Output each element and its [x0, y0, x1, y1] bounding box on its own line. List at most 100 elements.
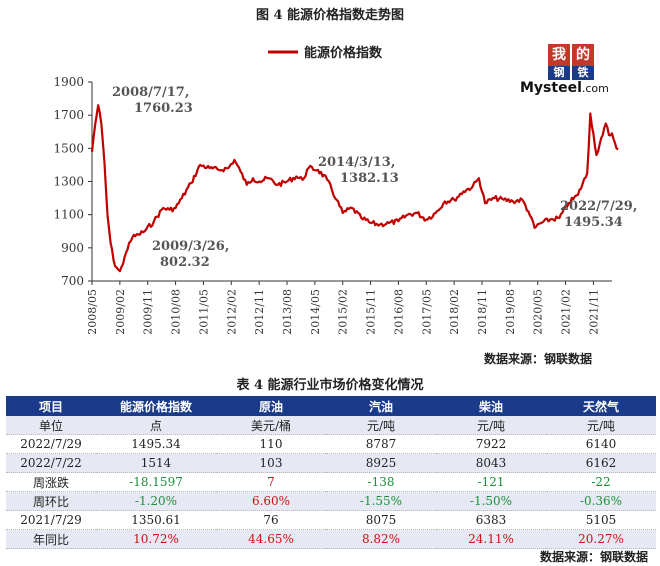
table-row: 年同比 10.72% 44.65% 8.82% 24.11% 20.27%: [6, 529, 656, 549]
table-cell: -18.1597: [96, 472, 216, 492]
table-header-cell: 汽油: [368, 399, 393, 414]
table-cell: 6383: [436, 510, 546, 530]
table-cell: -0.36%: [546, 491, 656, 511]
table-header-cell: 能源价格指数: [119, 399, 192, 414]
table-cell: 8925: [326, 453, 436, 473]
table-cell: 周环比: [6, 491, 96, 511]
x-tick-label: 2011/05: [197, 289, 210, 335]
legend-label: 能源价格指数: [304, 45, 383, 61]
table-cell: 1514: [96, 453, 216, 473]
table-cell: 7: [216, 472, 326, 492]
x-tick-label: 2012/11: [253, 289, 266, 335]
x-tick-label: 2021/11: [587, 289, 600, 335]
line-chart: 700 900 1100 1300 1500 1700 1900 2008/05 2009/02…: [53, 45, 637, 335]
table-title: 表 4 能源行业市场价格变化情况: [236, 378, 424, 393]
table-cell: 8.82%: [326, 529, 436, 549]
table-source: 数据来源：钢联数据: [540, 550, 649, 564]
x-tick-label: 2015/11: [365, 289, 378, 335]
x-tick-label: 2013/08: [281, 289, 294, 335]
y-tick-label: 1500: [53, 141, 84, 155]
mysteel-logo: 我 的 钢 铁 Mysteel.com: [520, 44, 610, 96]
x-tick-label: 2018/11: [476, 289, 489, 335]
table-cell: -121: [436, 472, 546, 492]
annotation-value: 1760.23: [134, 101, 193, 116]
table-cell: 元/吨: [436, 416, 546, 435]
x-tick-label: 2020/05: [532, 289, 545, 335]
y-tick-label: 1900: [53, 75, 84, 89]
table-cell: 8075: [326, 510, 436, 530]
logo-box-1: 我: [548, 44, 570, 66]
table-cell: 24.11%: [436, 529, 546, 549]
x-tick-label: 2017/05: [420, 289, 433, 335]
table-cell: 元/吨: [546, 416, 656, 435]
annotation-value: 802.32: [160, 255, 210, 270]
y-tick-label: 1700: [53, 108, 84, 122]
series-line: [90, 104, 619, 273]
table-cell: -1.55%: [326, 491, 436, 511]
x-tick-label: 2008/05: [86, 289, 99, 335]
table-header-cell: 原油: [258, 399, 283, 414]
x-tick-label: 2018/02: [448, 289, 461, 335]
table-cell: 6.60%: [216, 491, 326, 511]
table-cell: 美元/桶: [216, 416, 326, 435]
x-tick-label: 2016/08: [392, 289, 405, 335]
table-row: 2022/7/29 1495.34 110 8787 7922 6140: [6, 434, 656, 454]
table-header-row: 项目 能源价格指数 原油 汽油 柴油 天然气: [6, 396, 656, 416]
table-cell: 6162: [546, 453, 656, 473]
chart-source: 数据来源：钢联数据: [484, 352, 593, 366]
table-cell: 1350.61: [96, 510, 216, 530]
table-cell: 6140: [546, 434, 656, 454]
table-cell: 5105: [546, 510, 656, 530]
table-cell: 7922: [436, 434, 546, 454]
table-cell: 110: [216, 434, 326, 454]
table-cell: 44.65%: [216, 529, 326, 549]
table-header-cell: 天然气: [582, 399, 619, 414]
table-cell: 2022/7/22: [6, 453, 96, 473]
table-cell: 2022/7/29: [6, 434, 96, 454]
logo-box-3: 钢: [548, 66, 570, 80]
y-tick-label: 700: [61, 274, 84, 288]
y-tick-label: 1300: [53, 175, 84, 189]
table-cell: 单位: [6, 416, 96, 435]
logo-box-4: 铁: [572, 66, 594, 80]
table-cell: -1.20%: [96, 491, 216, 511]
table-cell: 20.27%: [546, 529, 656, 549]
table-cell: 周涨跌: [6, 472, 96, 492]
table-cell: 103: [216, 453, 326, 473]
table-cell: 元/吨: [326, 416, 436, 435]
y-tick-label: 900: [61, 241, 84, 255]
annotation-label: 2008/7/17,: [112, 85, 189, 100]
table-row: 2021/7/29 1350.61 76 8075 6383 5105: [6, 510, 656, 530]
table-row: 2022/7/22 1514 103 8925 8043 6162: [6, 453, 656, 473]
annotation-label: 2022/7/29,: [560, 199, 637, 214]
x-tick-label: 2019/08: [504, 289, 517, 335]
table-cell: 10.72%: [96, 529, 216, 549]
table-cell: 8787: [326, 434, 436, 454]
table-cell: 2021/7/29: [6, 510, 96, 530]
x-tick-label: 2009/11: [142, 289, 155, 335]
logo-text: Mysteel.com: [520, 80, 609, 96]
table-cell: 点: [96, 416, 216, 435]
y-tick-label: 1100: [53, 208, 84, 222]
x-tick-label: 2010/08: [170, 289, 183, 335]
table-cell: 年同比: [6, 529, 96, 549]
annotation-value: 1495.34: [564, 215, 623, 230]
x-tick-label: 2021/02: [560, 289, 573, 335]
table-cell: -1.50%: [436, 491, 546, 511]
table-row: 单位点美元/桶 元/吨 元/吨 元/吨: [6, 416, 656, 435]
annotation-value: 1382.13: [340, 171, 399, 186]
figure-title: 图 4 能源价格指数走势图: [255, 8, 405, 23]
x-tick-label: 2015/02: [337, 289, 350, 335]
table-cell: 76: [216, 510, 326, 530]
table-row: 周涨跌 -18.1597 7 -138 -121 -22: [6, 472, 656, 492]
price-table: 项目 能源价格指数 原油 汽油 柴油 天然气 单位点美元/桶 元/吨 元/吨 元/吨 2…: [6, 396, 656, 549]
table-cell: 8043: [436, 453, 546, 473]
x-tick-label: 2012/02: [225, 289, 238, 335]
logo-box-2: 的: [572, 44, 594, 66]
table-header-cell: 柴油: [478, 399, 503, 414]
table-cell: -22: [546, 472, 656, 492]
table-row: 周环比 -1.20% 6.60% -1.55% -1.50% -0.36%: [6, 491, 656, 511]
table-cell: -138: [326, 472, 436, 492]
table-header-cell: 项目: [38, 399, 63, 414]
x-tick-label: 2009/02: [114, 289, 127, 335]
